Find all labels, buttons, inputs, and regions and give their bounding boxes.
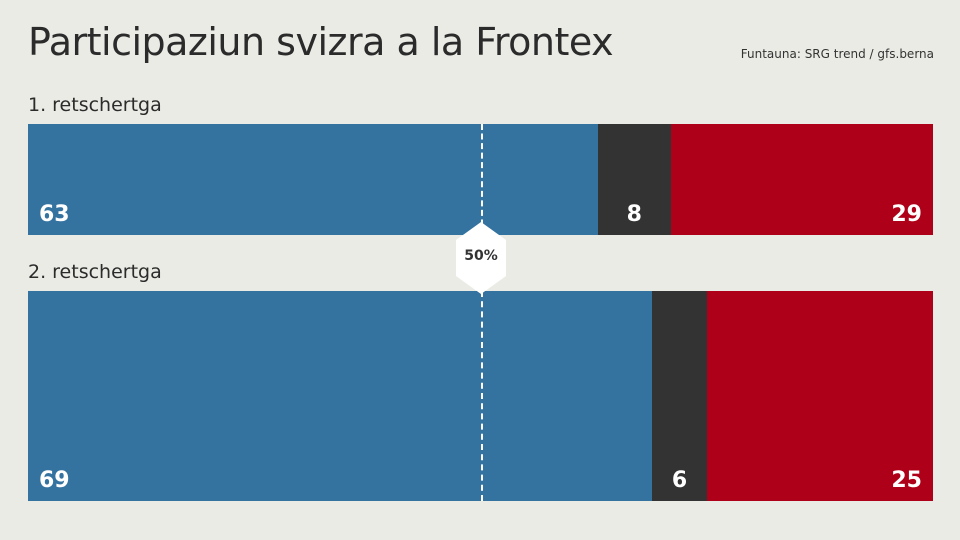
bar-segment-undecided-1: 8: [598, 124, 671, 235]
bar-value-yes-2: 69: [39, 468, 70, 493]
bar-segment-no-2: 25: [706, 291, 933, 501]
bar-segment-yes-1: 63: [28, 124, 599, 235]
row-label-1: 1. retschertga: [28, 94, 162, 116]
bar-value-yes-1: 63: [39, 202, 70, 227]
bar-segment-no-1: 29: [670, 124, 933, 235]
reference-marker: [456, 222, 506, 294]
bar-row-2: 69 6 25: [28, 291, 933, 501]
reference-line-top: [481, 124, 483, 235]
bar-segment-yes-2: 69: [28, 291, 653, 501]
bar-segment-undecided-2: 6: [652, 291, 707, 501]
row-label-2: 2. retschertga: [28, 261, 162, 283]
bar-value-undecided-2: 6: [671, 468, 688, 493]
chart-title: Participaziun svizra a la Frontex: [28, 20, 614, 64]
reference-label: 50%: [464, 248, 498, 264]
bar-value-no-1: 29: [891, 202, 922, 227]
bar-value-undecided-1: 8: [626, 202, 642, 227]
reference-line-bottom: [481, 291, 483, 501]
source-note: Funtauna: SRG trend / gfs.berna: [740, 47, 934, 61]
bar-row-1: 63 8 29: [28, 124, 933, 235]
bar-value-no-2: 25: [891, 468, 922, 493]
